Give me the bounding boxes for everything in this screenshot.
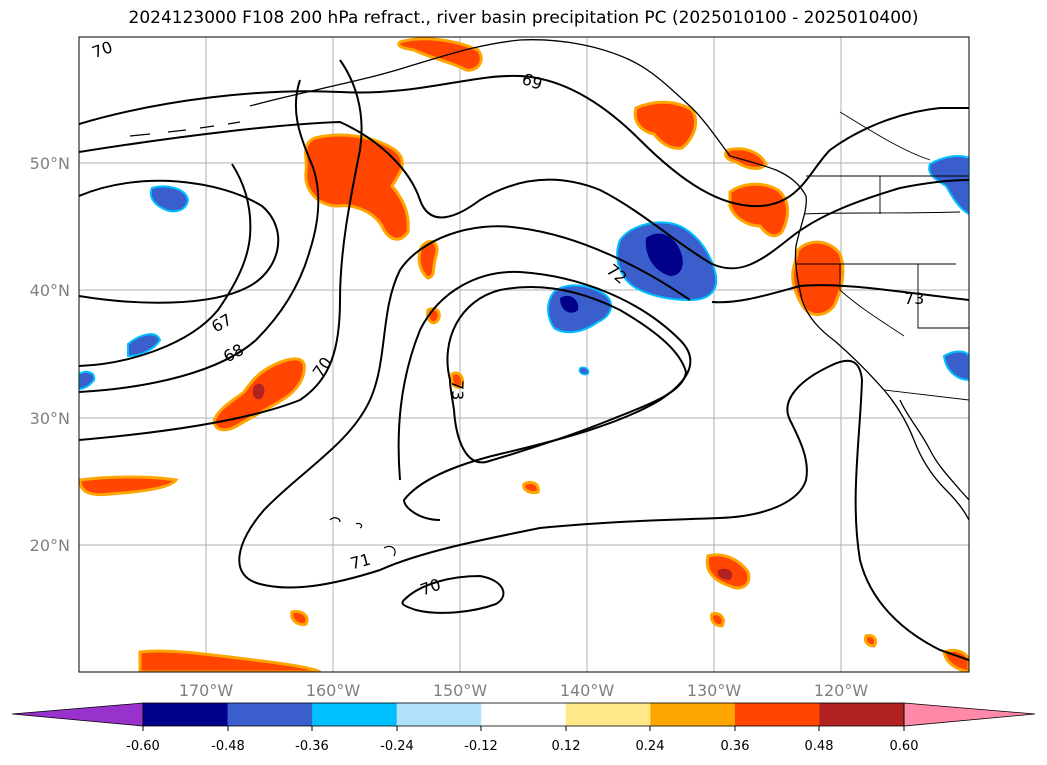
negative-blob xyxy=(79,371,96,390)
baja-coastline xyxy=(883,389,969,521)
colorbar-segment xyxy=(396,703,482,726)
contour-71-outer xyxy=(379,359,969,661)
positive-blob xyxy=(728,182,789,238)
contour-72 xyxy=(397,270,692,521)
colorbar-frame xyxy=(142,702,905,727)
colorbar-segment xyxy=(734,703,820,726)
contour-label: 71 xyxy=(348,550,373,574)
negative-blob xyxy=(928,155,969,216)
colorbar-segment xyxy=(565,703,651,726)
lon-label: 160°W xyxy=(306,681,361,700)
positive-blob xyxy=(942,648,969,672)
colorbar: -0.60 -0.48 -0.36 -0.24 -0.12 0.12 0.24 … xyxy=(11,702,1036,754)
contour-67 xyxy=(79,163,252,367)
us-state-border xyxy=(839,264,905,337)
lon-label: 140°W xyxy=(560,681,615,700)
colorbar-tick-label: 0.24 xyxy=(636,739,665,754)
contour-70-south xyxy=(401,574,505,614)
colorbar-segment xyxy=(481,703,567,726)
negative-blob xyxy=(942,350,969,382)
positive-blob xyxy=(864,634,878,648)
lat-label: 40°N xyxy=(30,281,70,300)
longitude-labels: 170°W 160°W 150°W 140°W 130°W 120°W xyxy=(179,681,869,700)
lat-label: 20°N xyxy=(30,536,70,555)
mexico-coastline xyxy=(899,399,969,501)
colorbar-segment xyxy=(819,703,905,726)
contour-70 xyxy=(79,59,363,441)
map-frame xyxy=(78,36,970,673)
colorbar-tick-label: -0.36 xyxy=(295,739,329,754)
colorbar-segments xyxy=(143,703,905,726)
negative-blob xyxy=(149,185,190,213)
map-background xyxy=(79,37,969,672)
lat-label: 30°N xyxy=(30,409,70,428)
canada-border xyxy=(839,111,931,161)
positive-blob xyxy=(304,133,410,241)
contour-73-east xyxy=(711,284,969,304)
contour-69 xyxy=(79,74,969,208)
positive-blob xyxy=(791,240,845,316)
colorbar-tick-label: 0.60 xyxy=(890,739,919,754)
alaska-coastline xyxy=(249,39,731,157)
positive-blob xyxy=(290,610,309,626)
positive-core xyxy=(717,568,733,580)
colorbar-tick-label: 0.36 xyxy=(721,739,750,754)
us-mexico-border xyxy=(883,389,969,401)
colorbar-segment xyxy=(650,703,736,726)
positive-core xyxy=(252,383,265,400)
contour-70-north xyxy=(79,120,969,270)
latitude-labels: 50°N 40°N 30°N 20°N xyxy=(30,154,70,555)
negative-blob xyxy=(127,333,162,358)
colorbar-segment xyxy=(143,703,229,726)
positive-blob xyxy=(450,371,464,389)
positive-blob xyxy=(710,612,725,628)
colorbar-segment xyxy=(227,703,313,726)
negative-core xyxy=(645,233,683,276)
positive-blob xyxy=(417,240,439,280)
us-state-border xyxy=(803,211,961,215)
negative-anomaly-areas xyxy=(79,155,969,390)
lon-label: 130°W xyxy=(687,681,742,700)
lon-label: 120°W xyxy=(814,681,869,700)
negative-blob xyxy=(578,366,590,376)
contour-68 xyxy=(79,79,320,393)
british-columbia-coastline xyxy=(729,155,885,391)
colorbar-tick-label: -0.24 xyxy=(380,739,414,754)
refractivity-contours xyxy=(79,59,969,661)
contour-left-ring xyxy=(79,179,280,304)
colorbar-tick-label: -0.60 xyxy=(126,739,160,754)
hawaii-islands xyxy=(329,517,396,557)
colorbar-tick-label: -0.48 xyxy=(211,739,245,754)
map-title: 2024123000 F108 200 hPa refract., river … xyxy=(128,8,919,28)
us-state-border xyxy=(917,264,969,329)
lon-label: 150°W xyxy=(433,681,488,700)
colorbar-ticks xyxy=(142,726,905,731)
positive-blob xyxy=(522,480,540,494)
positive-blob xyxy=(633,100,698,150)
positive-blob xyxy=(397,37,483,72)
colorbar-extend-high xyxy=(903,702,1036,727)
contour-label: 73 xyxy=(448,380,467,400)
positive-anomaly-areas xyxy=(79,37,969,672)
negative-core xyxy=(560,295,579,313)
contour-label: 73 xyxy=(904,289,924,308)
positive-blob xyxy=(79,475,179,497)
contour-71 xyxy=(238,225,691,589)
lon-label: 170°W xyxy=(179,681,234,700)
colorbar-tick-label: -0.12 xyxy=(464,739,498,754)
colorbar-tick-label: 0.48 xyxy=(805,739,834,754)
colorbar-tick-label: 0.12 xyxy=(552,739,581,754)
positive-blob xyxy=(138,649,322,672)
colorbar-segment xyxy=(312,703,398,726)
contour-73 xyxy=(446,285,688,464)
aleutian-islands xyxy=(129,121,241,137)
lat-label: 50°N xyxy=(30,154,70,173)
colorbar-extend-low xyxy=(11,702,144,727)
